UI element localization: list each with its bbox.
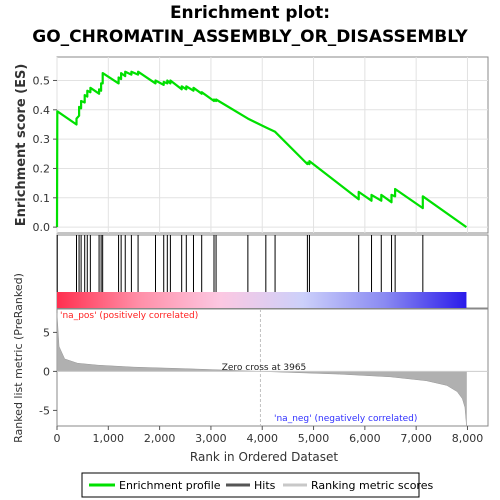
es-y-tick-label: 0.5 [33, 74, 51, 87]
es-grid [56, 57, 488, 233]
zero-cross-label: Zero cross at 3965 [222, 363, 307, 373]
es-y-tick-label: 0.3 [33, 133, 51, 146]
es-y-tick-label: 0.4 [33, 104, 51, 117]
legend-box [81, 472, 420, 498]
x-tick-label: 5,000 [298, 432, 330, 445]
x-tick-label: 6,000 [349, 432, 381, 445]
x-tick-label: 7,000 [400, 432, 432, 445]
legend-hits-label: Hits [254, 479, 276, 492]
metric-y-tick-label: -5 [39, 404, 50, 417]
x-tick-label: 4,000 [246, 432, 278, 445]
x-tick-label: 2,000 [144, 432, 176, 445]
pos-correlated-label: 'na_pos' (positively correlated) [60, 311, 198, 321]
chart-title-line2: GO_CHROMATIN_ASSEMBLY_OR_DISASSEMBLY [32, 27, 468, 47]
x-tick-label: 1,000 [93, 432, 125, 445]
es-y-tick-label: 0.1 [33, 192, 51, 205]
es-y-tick-label: 0.2 [33, 162, 51, 175]
axis-ticks: 0.0 0.1 0.2 0.3 0.4 0.5 -5 0 5 0 1,000 2,000 3,000 4,… [33, 74, 484, 445]
chart-title-line1: Enrichment plot: [169, 3, 331, 23]
x-tick-label: 0 [54, 432, 61, 445]
metric-y-tick-label: 5 [43, 326, 50, 339]
legend: Enrichment profile Hits Ranking metric s… [81, 472, 433, 498]
enrichment-profile-line [55, 70, 468, 228]
x-tick-label: 8,000 [452, 432, 484, 445]
x-axis-label: Rank in Ordered Dataset [190, 450, 338, 464]
neg-correlated-label: 'na_neg' (negatively correlated) [274, 414, 417, 424]
legend-metric-label: Ranking metric scores [311, 479, 433, 492]
heatmap-rect [57, 292, 467, 308]
enrichment-profile-series [55, 70, 468, 228]
ranked-metric-area [56, 309, 488, 427]
legend-es-label: Enrichment profile [119, 479, 221, 492]
rank-heatmap-bar [57, 292, 467, 308]
es-y-tick-label: 0.0 [33, 221, 51, 234]
x-tick-label: 3,000 [195, 432, 227, 445]
metric-y-tick-label: 0 [43, 365, 50, 378]
ranked-metric-area-path [56, 312, 467, 427]
es-y-axis-label: Enrichment score (ES) [14, 64, 29, 227]
metric-y-axis-label: Ranked list metric (PreRanked) [12, 273, 25, 443]
hit-markers [56, 235, 424, 292]
